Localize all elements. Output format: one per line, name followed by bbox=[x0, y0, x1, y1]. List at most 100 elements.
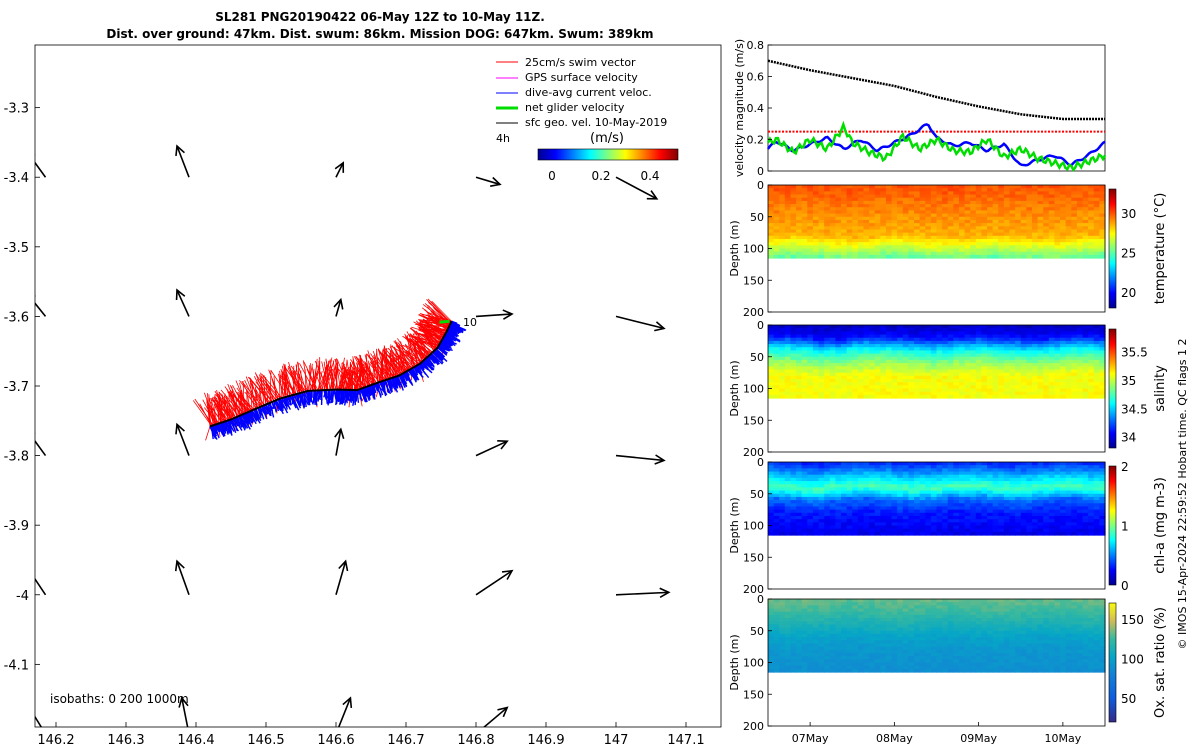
section-cell bbox=[1037, 248, 1044, 253]
section-cell bbox=[773, 340, 780, 345]
current-arrow bbox=[35, 432, 47, 457]
section-cell bbox=[796, 369, 803, 374]
section-cell bbox=[998, 394, 1005, 399]
section-cell bbox=[1093, 204, 1100, 208]
section-cell bbox=[779, 515, 786, 520]
section-cell bbox=[880, 235, 887, 240]
section-cell bbox=[824, 382, 831, 386]
section-cell bbox=[914, 474, 921, 479]
section-cell bbox=[1071, 347, 1078, 351]
section-cell bbox=[953, 474, 960, 479]
section-cell bbox=[829, 216, 836, 221]
section-cell bbox=[846, 331, 853, 336]
section-cell bbox=[942, 204, 949, 208]
section-cell bbox=[936, 484, 943, 488]
section-cell bbox=[852, 344, 859, 348]
section-cell bbox=[897, 204, 904, 208]
section-cell bbox=[790, 216, 797, 221]
section-cell bbox=[891, 468, 898, 473]
section-cell bbox=[874, 465, 881, 469]
section-cell bbox=[914, 484, 921, 488]
section-cell bbox=[964, 474, 971, 479]
map-y-tick-label: -4.1 bbox=[4, 658, 29, 673]
section-cell bbox=[947, 232, 954, 237]
colorbar-tick-label: 35.5 bbox=[1121, 346, 1148, 360]
section-cell bbox=[841, 254, 848, 259]
section-cell bbox=[796, 484, 803, 488]
section-cell bbox=[779, 496, 786, 501]
section-cell bbox=[936, 468, 943, 473]
section-cell bbox=[846, 356, 853, 361]
section-cell bbox=[891, 334, 898, 339]
section-cell bbox=[908, 528, 915, 533]
section-cell bbox=[1054, 238, 1061, 243]
section-cell bbox=[857, 350, 865, 355]
section-cell bbox=[835, 197, 842, 202]
section-cell bbox=[1015, 484, 1022, 488]
section-cell bbox=[874, 191, 881, 196]
section-cell bbox=[919, 474, 926, 479]
section-cell bbox=[1009, 238, 1016, 243]
swim-vector bbox=[279, 375, 293, 396]
section-cell bbox=[953, 512, 960, 517]
section-cell bbox=[801, 213, 808, 218]
section-cell bbox=[902, 522, 910, 527]
section-cell bbox=[1065, 238, 1072, 243]
section-cell bbox=[947, 528, 954, 533]
dive-avg-vector bbox=[281, 397, 284, 411]
section-cell bbox=[987, 245, 994, 250]
section-cell bbox=[852, 213, 859, 218]
section-cell bbox=[779, 238, 786, 243]
section-cell bbox=[992, 334, 999, 339]
section-cell bbox=[829, 462, 836, 466]
section-cell bbox=[902, 484, 910, 488]
dive-avg-vector bbox=[362, 387, 368, 403]
section-cell bbox=[835, 391, 842, 396]
section-cell bbox=[930, 248, 938, 253]
section-cell bbox=[790, 487, 797, 492]
section-cell bbox=[812, 204, 820, 208]
section-cell bbox=[947, 531, 954, 536]
section-cell bbox=[852, 242, 859, 246]
section-cell bbox=[812, 334, 820, 339]
section-cell bbox=[902, 242, 910, 246]
section-cell bbox=[981, 493, 988, 498]
section-cell bbox=[930, 347, 938, 351]
section-cell bbox=[880, 210, 887, 215]
section-cell bbox=[824, 337, 831, 342]
section-cell bbox=[964, 331, 971, 336]
section-cell bbox=[801, 188, 808, 192]
section-cell bbox=[1054, 356, 1061, 361]
section-cell bbox=[1071, 372, 1078, 377]
section-cell bbox=[953, 200, 960, 205]
section-colorbar bbox=[1108, 328, 1117, 449]
section-cell bbox=[1060, 382, 1067, 386]
section-cell bbox=[874, 347, 881, 351]
section-cell bbox=[981, 207, 988, 211]
section-cell bbox=[1003, 204, 1011, 208]
section-cell bbox=[796, 254, 803, 259]
section-cell bbox=[919, 490, 926, 495]
section-cell bbox=[964, 229, 971, 234]
section-cell bbox=[936, 462, 943, 466]
section-cell bbox=[1003, 216, 1011, 221]
section-cell bbox=[863, 388, 870, 393]
section-cell bbox=[784, 531, 792, 536]
swim-vector bbox=[249, 383, 265, 406]
section-cell bbox=[942, 353, 949, 358]
dive-avg-vector bbox=[399, 374, 408, 387]
dive-avg-vector bbox=[255, 408, 259, 419]
section-cell bbox=[773, 248, 780, 253]
section-cell bbox=[846, 325, 853, 329]
velocity-y-axis: 00.20.40.60.8 bbox=[747, 39, 772, 178]
section-cell bbox=[970, 232, 977, 237]
section-cell bbox=[829, 356, 836, 361]
section-cell bbox=[779, 191, 786, 196]
section-cell bbox=[880, 378, 887, 383]
section-cell bbox=[852, 185, 859, 189]
section-cell bbox=[1076, 191, 1084, 196]
section-cell bbox=[841, 503, 848, 508]
section-cell bbox=[784, 477, 792, 482]
section-cell bbox=[824, 194, 831, 199]
section-cell bbox=[936, 372, 943, 377]
